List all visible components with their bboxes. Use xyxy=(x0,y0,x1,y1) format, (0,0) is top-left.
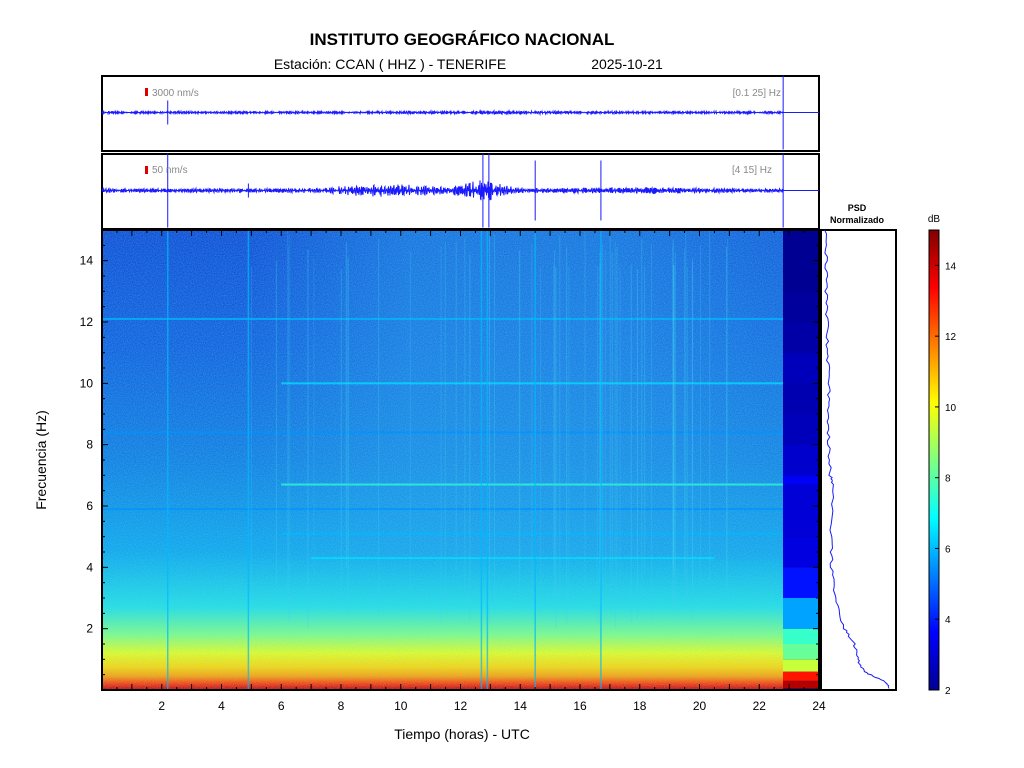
y-tick-label: 6 xyxy=(86,499,93,513)
psd-strip-cell xyxy=(783,628,819,644)
trace-panel-broadband: 3000 nm/s [0.1 25] Hz xyxy=(101,75,820,152)
station-label: Estación: CCAN ( HHZ ) - TENERIFE xyxy=(274,56,506,72)
colorbar-tick-label: 8 xyxy=(945,474,951,485)
x-tick-label: 4 xyxy=(218,699,225,713)
x-tick-label: 10 xyxy=(394,699,408,713)
band-label: [4 15] Hz xyxy=(732,165,772,176)
colorbar-tick-label: 6 xyxy=(945,544,951,555)
x-tick-label: 6 xyxy=(278,699,285,713)
psd-subtitle: Normalizado xyxy=(830,215,885,225)
psd-strip-cell xyxy=(783,598,819,629)
colorbar: dB 2 4 6 8 10 12 14 xyxy=(928,214,957,697)
psd-strip-cell xyxy=(783,475,819,485)
psd-strip-cell xyxy=(783,383,819,414)
figure-title: INSTITUTO GEOGRÁFICO NACIONAL xyxy=(310,30,615,49)
x-tick-label: 18 xyxy=(633,699,647,713)
x-tick-label: 12 xyxy=(454,699,468,713)
x-tick-label: 20 xyxy=(693,699,707,713)
y-tick-label: 12 xyxy=(80,315,94,329)
spectral-line xyxy=(102,508,784,511)
psd-strip-cell xyxy=(783,644,819,660)
colorbar-tick-label: 2 xyxy=(945,686,951,697)
y-axis-label: Frecuencia (Hz) xyxy=(33,410,49,510)
scale-marker xyxy=(145,166,148,174)
y-tick-label: 10 xyxy=(80,376,94,390)
band-label: [0.1 25] Hz xyxy=(733,88,781,99)
psd-strip-cell xyxy=(783,414,819,445)
spectral-line xyxy=(311,557,715,560)
waveform-broadband xyxy=(101,75,819,150)
x-tick-label: 22 xyxy=(753,699,767,713)
colorbar-unit: dB xyxy=(928,214,941,225)
waveform-filtered xyxy=(101,153,819,228)
spectral-line xyxy=(102,431,784,434)
y-tick-label: 2 xyxy=(86,622,93,636)
psd-strip-cell xyxy=(783,291,819,322)
psd-strip-cell xyxy=(783,230,819,261)
spectral-line xyxy=(102,317,784,320)
spectral-line xyxy=(281,382,784,385)
spectrogram-grain xyxy=(102,230,783,690)
colorbar-tick-label: 12 xyxy=(945,332,957,343)
x-tick-label: 2 xyxy=(158,699,165,713)
y-tick-label: 4 xyxy=(86,560,93,574)
x-tick-label: 14 xyxy=(514,699,528,713)
psd-strip-cell xyxy=(783,671,819,681)
psd-strip-cell xyxy=(783,680,819,689)
x-tick-label: 16 xyxy=(573,699,587,713)
x-tick-label: 8 xyxy=(338,699,345,713)
x-axis: 2 4 6 8 10 12 14 16 18 20 22 24 xyxy=(101,230,826,713)
psd-strip-cell xyxy=(783,322,819,353)
y-axis: 2 4 6 8 10 12 14 xyxy=(80,229,896,691)
x-tick-label: 24 xyxy=(812,699,826,713)
spectral-line xyxy=(281,483,784,486)
psd-strip-cell xyxy=(783,536,819,568)
scale-label: 3000 nm/s xyxy=(152,88,199,99)
x-axis-label: Tiempo (horas) - UTC xyxy=(394,726,530,742)
psd-panel: PSD Normalizado xyxy=(820,203,897,691)
colorbar-tick-label: 14 xyxy=(945,261,957,272)
colorbar-tick-label: 10 xyxy=(945,403,957,414)
psd-strip-cell xyxy=(783,352,819,384)
colorbar-tick-label: 4 xyxy=(945,615,951,626)
y-tick-label: 8 xyxy=(86,438,93,452)
scale-marker xyxy=(145,88,148,96)
trace-panel-filtered: 50 nm/s [4 15] Hz xyxy=(101,153,820,230)
spectral-line xyxy=(281,532,784,535)
scale-label: 50 nm/s xyxy=(152,165,188,176)
y-tick-label: 14 xyxy=(80,254,94,268)
psd-strip-cell xyxy=(783,567,819,598)
psd-curve xyxy=(824,229,890,689)
psd-title: PSD xyxy=(848,203,867,213)
psd-strip-cell xyxy=(783,659,819,672)
psd-strip-cell xyxy=(783,484,819,537)
psd-strip-cell xyxy=(783,444,819,476)
date-label: 2025-10-21 xyxy=(591,56,663,72)
psd-strip-cell xyxy=(783,260,819,292)
